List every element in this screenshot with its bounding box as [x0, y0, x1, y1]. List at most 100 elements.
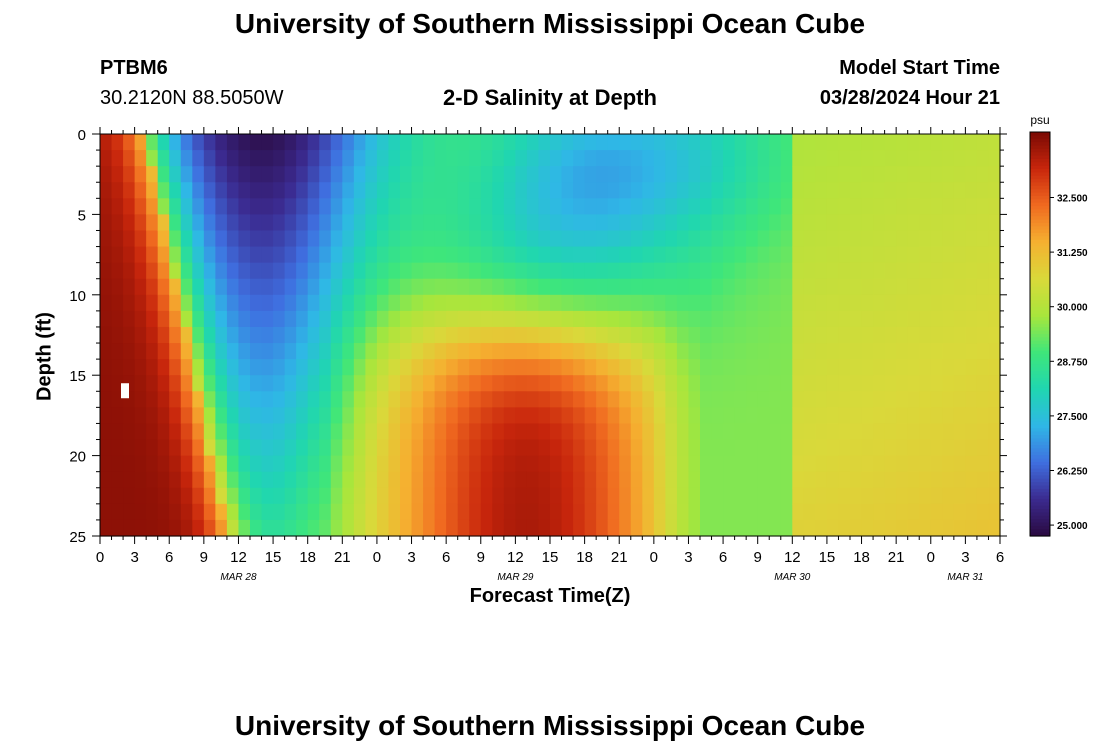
heatmap-cell [919, 150, 932, 167]
heatmap-cell [896, 182, 909, 199]
heatmap-cell [688, 294, 701, 312]
colorbar-segment [1030, 266, 1050, 271]
heatmap-cell [792, 150, 805, 167]
heatmap-cell [896, 150, 909, 167]
heatmap-cell [826, 150, 840, 167]
heatmap-cell [284, 134, 297, 151]
heatmap-cell [838, 230, 851, 248]
heatmap-cell [884, 407, 897, 425]
heatmap-cell [376, 182, 390, 199]
heatmap-cell [169, 455, 182, 473]
heatmap-cell [180, 439, 193, 457]
heatmap-cell [526, 487, 540, 505]
heatmap-cell [423, 487, 436, 505]
heatmap-cell [711, 407, 724, 425]
heatmap-cell [388, 214, 401, 232]
heatmap-cell [746, 214, 759, 232]
heatmap-cell [492, 487, 505, 505]
heatmap-cell [342, 246, 355, 264]
heatmap-cell [365, 182, 378, 199]
heatmap-cell [688, 455, 701, 473]
heatmap-cell [180, 455, 193, 473]
heatmap-cell [365, 198, 378, 215]
heatmap-cell [480, 246, 493, 264]
heatmap-cell [192, 198, 205, 215]
heatmap-cell [676, 262, 690, 280]
heatmap-cell [469, 310, 482, 328]
heatmap-cell [261, 439, 274, 457]
heatmap-cell [596, 310, 609, 328]
colorbar-segment [1030, 381, 1050, 386]
heatmap-cell [861, 310, 874, 328]
heatmap-cell [884, 150, 897, 167]
heatmap-cell [388, 391, 401, 408]
heatmap-cell [861, 519, 874, 537]
heatmap-cell [515, 278, 528, 296]
heatmap-cell [919, 198, 932, 215]
heatmap-cell [953, 503, 966, 521]
heatmap-cell [215, 391, 228, 408]
heatmap-cell [169, 519, 182, 537]
heatmap-cell [169, 134, 182, 151]
heatmap-cell [734, 423, 747, 441]
heatmap-cell [769, 262, 782, 280]
heatmap-cell [365, 214, 378, 232]
colorbar-segment [1030, 216, 1050, 221]
colorbar-segment [1030, 199, 1050, 204]
heatmap-cell [850, 214, 863, 232]
colorbar-segment [1030, 330, 1050, 335]
heatmap-cell [146, 182, 159, 199]
heatmap-cell [376, 150, 390, 167]
colorbar-segment [1030, 394, 1050, 399]
heatmap-cell [111, 214, 124, 232]
heatmap-cell [700, 182, 713, 199]
heatmap-cell [873, 359, 886, 376]
heatmap-cell [342, 310, 355, 328]
heatmap-cell [861, 503, 874, 521]
heatmap-cell [100, 262, 113, 280]
heatmap-cell [296, 310, 309, 328]
heatmap-cell [584, 182, 597, 199]
heatmap-cell [261, 230, 274, 248]
heatmap-cell [642, 519, 655, 537]
heatmap-cell [469, 375, 482, 392]
heatmap-cell [365, 326, 378, 344]
heatmap-cell [769, 423, 782, 441]
heatmap-cell [803, 471, 816, 489]
heatmap-cell [942, 198, 955, 215]
heatmap-cell [700, 262, 713, 280]
heatmap-cell [550, 326, 563, 344]
y-tick-label: 25 [69, 529, 86, 546]
heatmap-cell [746, 487, 759, 505]
heatmap-cell [111, 198, 124, 215]
colorbar-unit: psu [1030, 113, 1049, 127]
heatmap-cell [769, 214, 782, 232]
colorbar-segment [1030, 145, 1050, 150]
heatmap-cell [965, 150, 978, 167]
heatmap-cell [665, 519, 678, 537]
heatmap-cell [676, 278, 690, 296]
heatmap-cell [619, 166, 632, 183]
colorbar-tick-label: 32.500 [1057, 194, 1088, 205]
heatmap-cell [815, 326, 828, 344]
heatmap-cell [284, 166, 297, 183]
heatmap-cell [873, 343, 886, 360]
heatmap-cell [838, 423, 851, 441]
heatmap-cell [942, 343, 955, 360]
heatmap-cell [203, 246, 216, 264]
heatmap-cell [884, 230, 897, 248]
heatmap-cell [250, 246, 263, 264]
heatmap-cell [757, 150, 770, 167]
heatmap-cell [330, 310, 343, 328]
heatmap-cell [861, 150, 874, 167]
heatmap-cell [446, 391, 459, 408]
heatmap-cell [896, 343, 909, 360]
heatmap-cell [538, 487, 551, 505]
heatmap-cell [757, 182, 770, 199]
heatmap-cell [676, 343, 690, 360]
heatmap-cell [492, 246, 505, 264]
colorbar-segment [1030, 384, 1050, 389]
x-tick-label: 6 [996, 549, 1004, 566]
heatmap-cell [538, 455, 551, 473]
heatmap-cell [792, 471, 805, 489]
